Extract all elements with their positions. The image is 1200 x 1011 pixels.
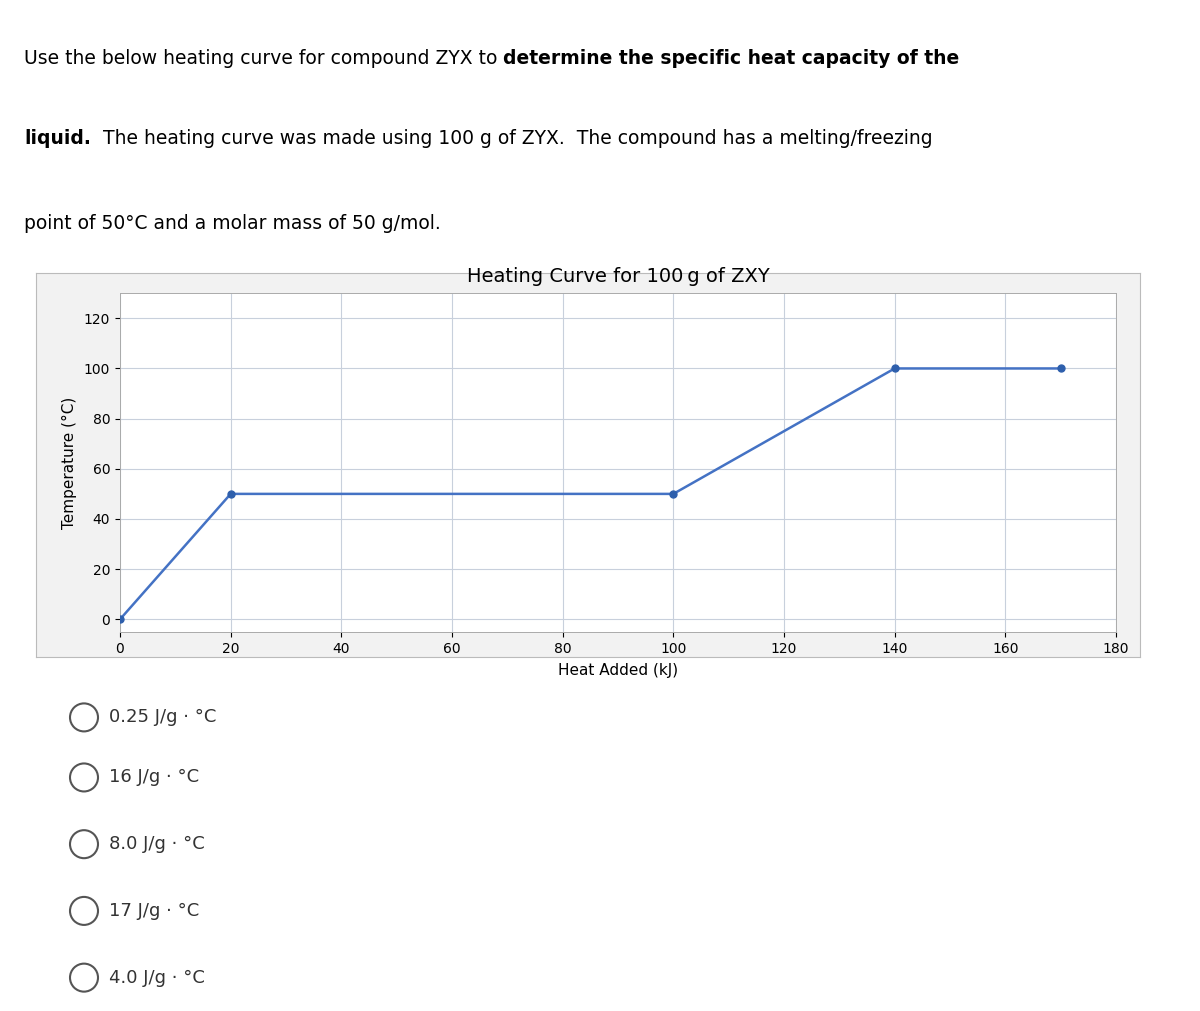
Text: Use the below heating curve for compound ZYX to: Use the below heating curve for compound…	[24, 50, 503, 69]
Y-axis label: Temperature (°C): Temperature (°C)	[62, 396, 77, 529]
Text: 8.0 J/g · °C: 8.0 J/g · °C	[109, 835, 205, 853]
Text: 17 J/g · °C: 17 J/g · °C	[109, 902, 199, 920]
Text: The heating curve was made using 100 g of ZYX.  The compound has a melting/freez: The heating curve was made using 100 g o…	[91, 129, 932, 149]
Text: point of 50°C and a molar mass of 50 g/mol.: point of 50°C and a molar mass of 50 g/m…	[24, 214, 440, 234]
Text: 16 J/g · °C: 16 J/g · °C	[109, 768, 199, 787]
X-axis label: Heat Added (kJ): Heat Added (kJ)	[558, 662, 678, 677]
Text: liquid.: liquid.	[24, 129, 91, 149]
Title: Heating Curve for 100 g of ZXY: Heating Curve for 100 g of ZXY	[467, 267, 769, 286]
Text: determine the specific heat capacity of the: determine the specific heat capacity of …	[503, 50, 960, 69]
Text: 4.0 J/g · °C: 4.0 J/g · °C	[109, 969, 205, 987]
Text: 0.25 J/g · °C: 0.25 J/g · °C	[109, 709, 216, 727]
